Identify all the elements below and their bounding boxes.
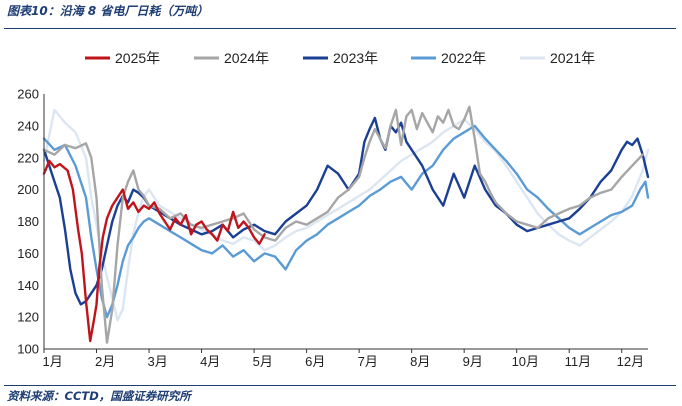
legend-item: 2023年 bbox=[303, 50, 378, 66]
legend-item: 2022年 bbox=[411, 50, 486, 66]
legend-label: 2023年 bbox=[333, 50, 378, 66]
legend-label: 2022年 bbox=[441, 50, 486, 66]
legend-label: 2024年 bbox=[224, 50, 269, 66]
series-line-2023年 bbox=[42, 116, 650, 306]
y-tick-label: 220 bbox=[17, 150, 39, 165]
chart-title: 图表10：沿海 8 省电厂日耗（万吨） bbox=[7, 4, 209, 18]
x-tick-label: 9月 bbox=[463, 354, 483, 369]
top-divider bbox=[4, 28, 676, 29]
y-tick-label: 240 bbox=[17, 118, 39, 133]
bottom-divider bbox=[4, 385, 676, 386]
x-tick-label: 7月 bbox=[358, 354, 378, 369]
x-tick-label: 10月 bbox=[512, 354, 539, 369]
y-ticks: 100 120 140 160 180 200 220 240 260 bbox=[17, 87, 39, 357]
x-tick-label: 11月 bbox=[565, 354, 592, 369]
series-layer bbox=[42, 105, 650, 344]
y-tick-label: 260 bbox=[17, 87, 39, 102]
y-tick-label: 100 bbox=[17, 342, 39, 357]
x-tick-label: 12月 bbox=[617, 354, 644, 369]
x-tick-label: 3月 bbox=[148, 354, 168, 369]
x-ticks: 1月 2月 3月 4月 5月 6月 7月 8月 9月 10月 11月 12月 bbox=[43, 349, 644, 369]
legend-label: 2025年 bbox=[115, 50, 160, 66]
y-tick-label: 180 bbox=[17, 214, 39, 229]
y-tick-label: 160 bbox=[17, 246, 39, 261]
y-tick-label: 200 bbox=[17, 182, 39, 197]
x-tick-label: 2月 bbox=[95, 354, 115, 369]
series-line-2025年 bbox=[42, 159, 266, 343]
y-tick-label: 140 bbox=[17, 278, 39, 293]
series-line-2021年 bbox=[42, 108, 650, 322]
plot-area: 100 120 140 160 180 200 220 240 260 1月 2月 3月 4月 5月 6月… bbox=[17, 87, 650, 369]
legend-label: 2021年 bbox=[550, 50, 595, 66]
y-tick-label: 120 bbox=[17, 310, 39, 325]
x-tick-label: 4月 bbox=[200, 354, 220, 369]
legend: 2025年 2024年 2023年 2022年 2021年 bbox=[85, 50, 595, 66]
x-tick-label: 1月 bbox=[43, 354, 63, 369]
legend-item: 2025年 bbox=[85, 50, 160, 66]
legend-item: 2021年 bbox=[520, 50, 595, 66]
series-line-2024年 bbox=[42, 105, 644, 344]
legend-item: 2024年 bbox=[194, 50, 269, 66]
x-tick-label: 5月 bbox=[253, 354, 273, 369]
series-line-2022年 bbox=[42, 124, 650, 319]
x-tick-label: 8月 bbox=[410, 354, 430, 369]
x-tick-label: 6月 bbox=[305, 354, 325, 369]
source-note: 资料来源：CCTD，国盛证券研究所 bbox=[7, 389, 191, 403]
